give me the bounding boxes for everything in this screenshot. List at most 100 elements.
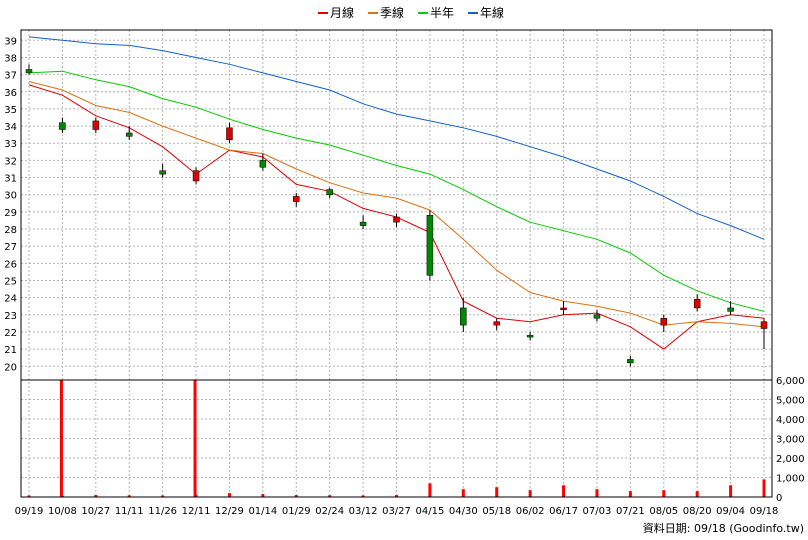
x-tick-label-20: 08/20 <box>683 506 712 517</box>
candle-body-6 <box>226 127 233 141</box>
price-tick-label-2: 22 <box>4 328 17 339</box>
volume-tick-label-3: 3,000 <box>776 435 805 446</box>
volume-bar-14 <box>495 487 499 497</box>
x-tick-label-8: 01/29 <box>282 506 311 517</box>
volume-marks <box>27 380 766 497</box>
x-tick-label-1: 10/08 <box>48 506 77 517</box>
x-tick-label-6: 12/29 <box>215 506 244 517</box>
price-tick-label-18: 38 <box>4 53 17 64</box>
candle-body-0 <box>25 69 33 74</box>
x-tick-label-4: 11/26 <box>148 506 177 517</box>
volume-tick-label-0: 0 <box>776 493 782 504</box>
price-tick-label-7: 27 <box>4 242 17 253</box>
x-tick-label-5: 12/11 <box>182 506 211 517</box>
x-tick-label-3: 11/11 <box>115 506 144 517</box>
volume-tick-label-1: 1,000 <box>776 474 805 485</box>
price-tick-label-6: 26 <box>4 259 17 270</box>
x-tick-label-18: 07/21 <box>616 506 645 517</box>
candle-body-7 <box>259 160 267 168</box>
volume-tick-label-2: 2,000 <box>776 454 805 465</box>
price-grid <box>21 30 772 497</box>
price-tick-label-19: 39 <box>4 36 17 47</box>
candle-body-1 <box>59 122 66 130</box>
candle-body-4 <box>159 170 166 175</box>
candle-body-19 <box>660 317 668 326</box>
price-tick-label-4: 24 <box>4 294 17 305</box>
x-tick-label-22: 09/18 <box>750 506 779 517</box>
axes: 09/19 10/08 10/27 11/11 11/26 12/11 12/29 01/14… <box>4 29 805 517</box>
x-tick-label-10: 03/12 <box>349 506 378 517</box>
price-tick-label-10: 30 <box>4 191 17 202</box>
price-tick-label-17: 37 <box>4 71 17 82</box>
volume-spike-1 <box>193 380 197 497</box>
volume-bar-12 <box>428 483 432 497</box>
ma-line-2 <box>28 70 765 312</box>
legend-label-2: 半年 <box>430 6 454 20</box>
volume-bar-0 <box>27 495 31 497</box>
price-tick-label-0: 20 <box>4 362 17 373</box>
x-tick-label-2: 10/27 <box>81 506 110 517</box>
price-tick-label-5: 25 <box>4 276 17 287</box>
volume-tick-label-6: 6,000 <box>776 376 805 387</box>
price-tick-label-1: 21 <box>4 345 17 356</box>
x-tick-label-17: 07/03 <box>583 506 612 517</box>
volume-bar-21 <box>729 485 733 497</box>
x-tick-label-21: 09/04 <box>716 506 745 517</box>
volume-spike-0 <box>59 380 63 497</box>
price-marks <box>25 36 768 367</box>
price-tick-label-3: 23 <box>4 311 17 322</box>
x-tick-label-19: 08/05 <box>649 506 678 517</box>
candle-body-22 <box>760 321 768 329</box>
volume-bar-7 <box>261 494 265 497</box>
volume-bar-22 <box>762 479 766 497</box>
volume-bar-8 <box>294 495 298 497</box>
x-tick-label-14: 05/18 <box>482 506 511 517</box>
volume-bar-16 <box>562 485 566 497</box>
volume-bar-15 <box>528 490 532 497</box>
candle-body-14 <box>493 321 500 326</box>
candle-body-13 <box>460 307 467 326</box>
volume-bar-17 <box>595 489 599 497</box>
volume-bar-19 <box>662 490 666 497</box>
x-tick-label-15: 06/02 <box>516 506 545 517</box>
price-tick-label-16: 36 <box>4 88 17 99</box>
volume-bar-3 <box>127 495 131 497</box>
candle-body-8 <box>293 196 300 202</box>
candle-body-2 <box>92 120 100 130</box>
candle-body-16 <box>560 307 567 310</box>
volume-bar-2 <box>94 495 98 497</box>
legend-label-0: 月線 <box>330 5 354 20</box>
volume-tick-label-5: 5,000 <box>776 396 805 407</box>
price-tick-label-13: 33 <box>4 139 17 150</box>
candle-body-20 <box>693 299 701 309</box>
candle-body-15 <box>526 335 534 338</box>
volume-bar-10 <box>361 495 365 497</box>
price-tick-label-12: 32 <box>4 156 17 167</box>
volume-tick-label-4: 4,000 <box>776 415 805 426</box>
candle-body-21 <box>727 307 734 312</box>
candle-body-18 <box>627 359 634 364</box>
price-tick-label-14: 34 <box>4 122 17 133</box>
price-tick-label-9: 29 <box>4 208 17 219</box>
candle-body-3 <box>125 132 133 137</box>
x-tick-label-9: 02/24 <box>315 506 344 517</box>
legend-label-1: 季線 <box>380 5 404 20</box>
volume-bar-6 <box>227 493 231 497</box>
x-tick-label-16: 06/17 <box>549 506 578 517</box>
x-tick-label-0: 09/19 <box>15 506 44 517</box>
price-tick-label-11: 31 <box>4 174 17 185</box>
volume-bar-11 <box>395 495 398 497</box>
volume-bar-20 <box>695 491 699 497</box>
price-tick-label-8: 28 <box>4 225 17 236</box>
candle-body-5 <box>192 170 200 182</box>
volume-bar-13 <box>461 489 465 497</box>
ma-line-1 <box>28 81 765 328</box>
data-credit: 資料日期: 09/18 (Goodinfo.tw) <box>643 521 804 535</box>
legend-label-3: 年線 <box>480 5 504 20</box>
candle-body-12 <box>426 215 434 276</box>
x-tick-label-7: 01/14 <box>248 506 277 517</box>
ma-line-3 <box>28 36 765 240</box>
price-tick-label-15: 35 <box>4 105 17 116</box>
volume-panel-frame <box>20 379 773 498</box>
